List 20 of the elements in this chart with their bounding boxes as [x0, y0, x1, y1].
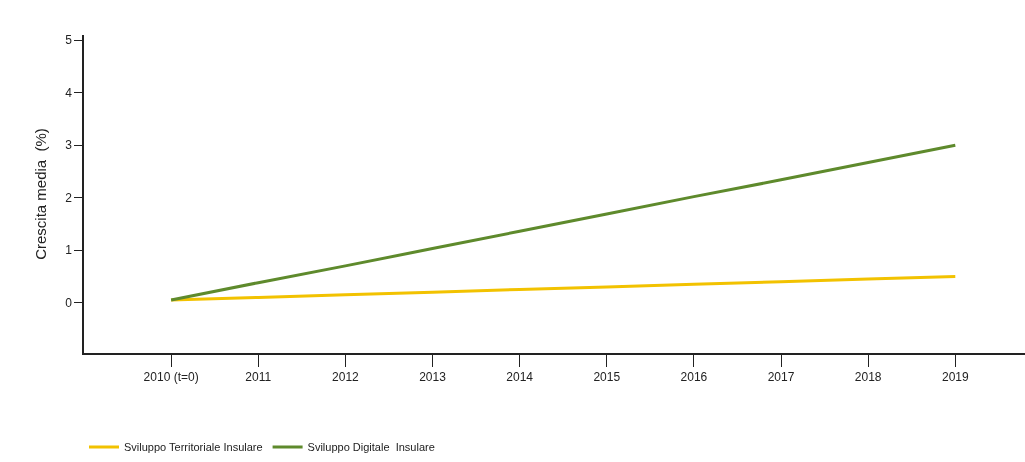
legend-label: Sviluppo Digitale Insulare: [307, 441, 435, 454]
x-tick-label: 2010 (t=0): [143, 370, 199, 385]
line-series: [169, 143, 957, 302]
y-tick-label: 1: [65, 243, 73, 258]
x-tick-label: 2014: [506, 370, 534, 385]
x-tick-label: 2016: [680, 370, 708, 385]
x-tick-label: 2017: [767, 370, 795, 385]
y-tick-label: 5: [65, 33, 73, 48]
y-tick-label: 3: [65, 138, 73, 153]
x-tick-label: 2011: [245, 370, 272, 385]
x-tick-label: 2018: [854, 370, 882, 385]
y-tick-label: 4: [65, 85, 73, 100]
legend-label: Sviluppo Territoriale Insulare: [124, 441, 263, 454]
y-axis-title: Crescita media (%): [31, 128, 49, 260]
x-tick-label: 2015: [593, 370, 621, 385]
y-tick-label: 2: [65, 190, 73, 205]
x-tick-label: 2013: [419, 370, 447, 385]
y-tick-label: 0: [65, 295, 73, 310]
x-tick-label: 2019: [941, 370, 969, 385]
x-tick-label: 2012: [332, 370, 360, 385]
